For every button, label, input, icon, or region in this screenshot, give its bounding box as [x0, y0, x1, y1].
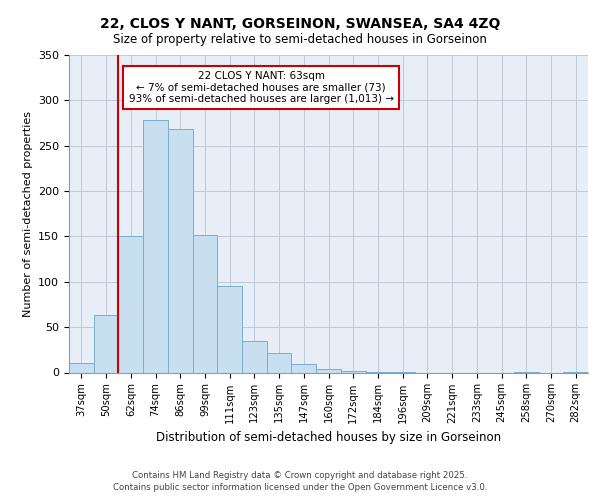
- Bar: [143, 120, 168, 372]
- Bar: [69, 364, 94, 372]
- Bar: [193, 234, 217, 372]
- Text: 22, CLOS Y NANT, GORSEINON, SWANSEA, SA4 4ZQ: 22, CLOS Y NANT, GORSEINON, SWANSEA, SA4…: [100, 18, 500, 32]
- Text: Contains HM Land Registry data © Crown copyright and database right 2025.
Contai: Contains HM Land Registry data © Crown c…: [113, 471, 487, 492]
- Bar: [168, 130, 193, 372]
- Bar: [292, 364, 316, 372]
- Y-axis label: Number of semi-detached properties: Number of semi-detached properties: [23, 111, 32, 317]
- Bar: [118, 236, 143, 372]
- Text: Size of property relative to semi-detached houses in Gorseinon: Size of property relative to semi-detach…: [113, 32, 487, 46]
- Bar: [242, 341, 267, 372]
- Bar: [267, 352, 292, 372]
- Bar: [217, 286, 242, 372]
- Bar: [316, 369, 341, 372]
- Bar: [341, 370, 365, 372]
- Bar: [94, 316, 118, 372]
- Text: 22 CLOS Y NANT: 63sqm
← 7% of semi-detached houses are smaller (73)
93% of semi-: 22 CLOS Y NANT: 63sqm ← 7% of semi-detac…: [128, 71, 394, 104]
- X-axis label: Distribution of semi-detached houses by size in Gorseinon: Distribution of semi-detached houses by …: [156, 431, 501, 444]
